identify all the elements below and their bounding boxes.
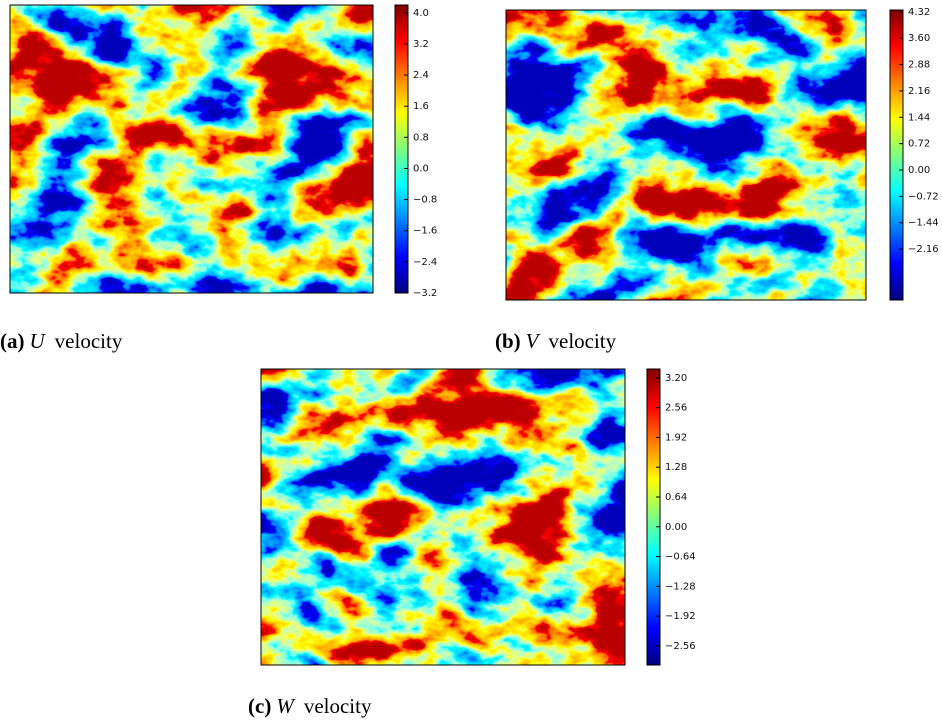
field-image [10,5,373,293]
colorbar-tick-label: 2.88 [908,60,930,71]
caption-label: (c) [248,694,271,718]
colorbar-tick-label: −0.8 [413,195,437,206]
colorbar-tick-label: −1.6 [413,226,437,237]
image-frame [9,4,374,294]
colorbar-tick-label: 3.20 [665,373,687,384]
colorbar-tick-label: −2.56 [665,641,696,652]
caption-variable: W [276,694,296,718]
field-image [261,369,625,665]
colorbar-tick-label: −2.4 [413,257,437,268]
colorbar-tick-label: −0.64 [665,552,696,563]
colorbar-tick-label: −3.2 [413,288,437,299]
colorbar [889,9,904,301]
caption-label: (b) [495,329,521,353]
colorbar-tick-label: 4.32 [908,7,930,18]
colorbar-tick-label: 0.64 [665,492,687,503]
colorbar [394,4,409,294]
colorbar-tick-label: 4.0 [413,8,429,19]
colorbar-tick-label: 3.60 [908,33,930,44]
colorbar-tick-label: 0.00 [665,522,687,533]
image-frame [505,9,867,301]
field-image [506,10,866,300]
colorbar-tick-label: 2.4 [413,70,429,81]
colorbar-tick-label: −1.28 [665,581,696,592]
caption-label: (a) [0,329,25,353]
colorbar-tick-label: 1.28 [665,462,687,473]
caption-variable: U [30,329,47,353]
colorbar-tick-label: −2.16 [908,244,939,255]
colorbar-tick-label: 3.2 [413,39,429,50]
caption-caption: velocity [549,329,617,353]
colorbar-tick-label: 1.44 [908,112,930,123]
colorbar-tick-label: −0.72 [908,191,939,202]
colorbar-tick-label: 0.72 [908,139,930,150]
colorbar-tick-label: 0.00 [908,165,930,176]
colorbar-tick-label: 1.6 [413,101,429,112]
colorbar-tick-label: −1.92 [665,611,696,622]
colorbar-tick-label: 1.92 [665,432,687,443]
caption-variable: V [526,329,541,353]
caption-caption: velocity [55,329,123,353]
colorbar-tick-label: 0.8 [413,132,429,143]
caption-caption: velocity [304,694,372,718]
image-frame [260,368,626,666]
colorbar-tick-label: 2.16 [908,86,930,97]
colorbar-tick-label: 0.0 [413,163,429,174]
colorbar-tick-label: −1.44 [908,218,939,229]
colorbar [646,368,661,666]
colorbar-tick-label: 2.56 [665,403,687,414]
